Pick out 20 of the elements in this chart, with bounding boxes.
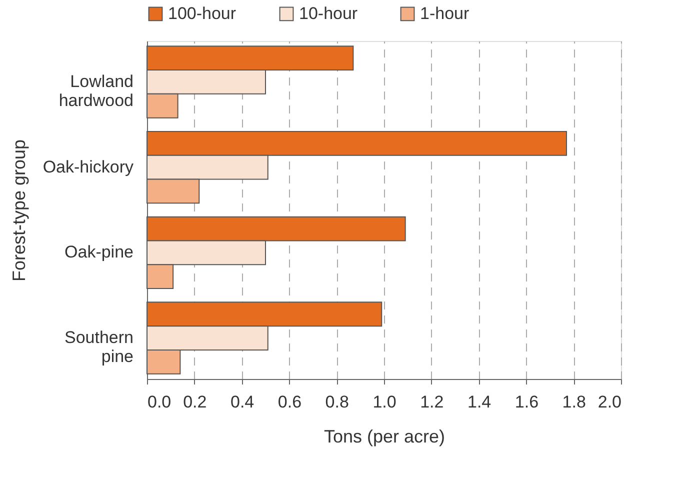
x-tick-label: 1.8 — [562, 392, 586, 412]
x-tick-label: 0.0 — [148, 392, 172, 412]
x-tick-label: 0.4 — [230, 392, 254, 412]
y-tick-label: Lowland hardwood — [58, 72, 134, 110]
x-tick-label: 1.2 — [420, 392, 444, 412]
y-tick-label: Oak-hickory — [42, 157, 134, 176]
legend-label: 100-hour — [168, 4, 236, 23]
y-axis-title: Forest-type group — [8, 139, 29, 282]
x-tick-label: 1.4 — [467, 392, 492, 412]
legend-label: 10-hour — [299, 4, 358, 23]
x-tick-label: 1.0 — [372, 392, 396, 412]
legend-label: 1-hour — [420, 4, 470, 23]
x-tick-label: 0.6 — [278, 392, 302, 412]
x-axis-title: Tons (per acre) — [324, 426, 446, 446]
x-tick-label: 0.8 — [325, 392, 349, 412]
x-tick-label: 2.0 — [598, 392, 622, 412]
x-tick-label: 1.6 — [514, 392, 539, 412]
x-tick-label: 0.2 — [183, 392, 207, 412]
y-tick-label: Southern pine — [64, 328, 134, 366]
y-tick-label: Oak-pine — [64, 242, 134, 262]
